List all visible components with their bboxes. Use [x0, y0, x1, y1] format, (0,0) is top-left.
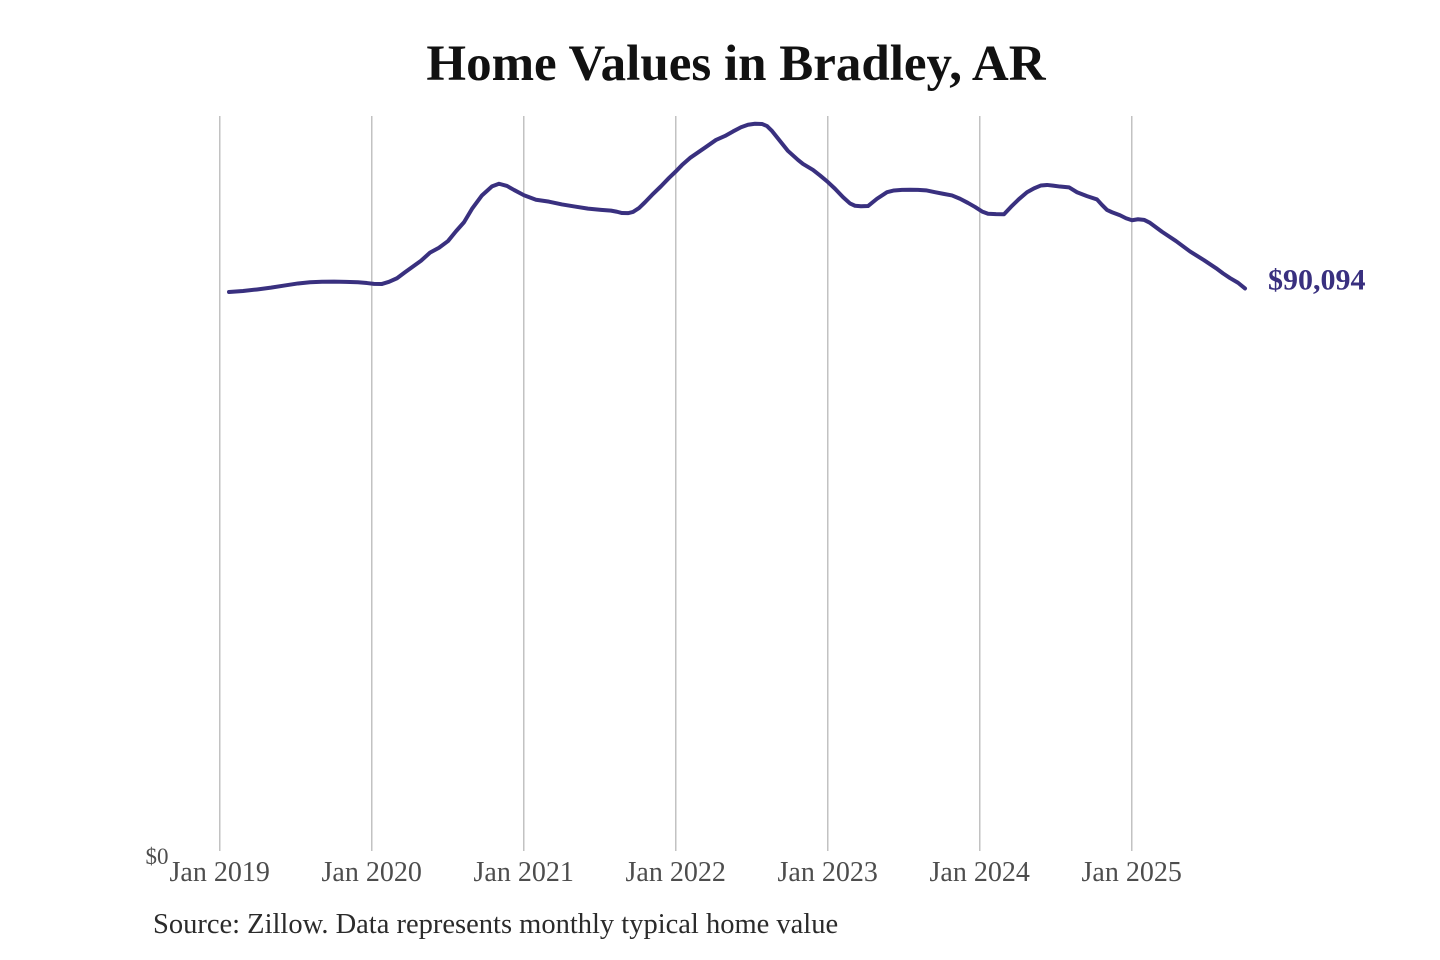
svg-text:Jan 2020: Jan 2020 — [322, 857, 422, 888]
svg-text:Jan 2022: Jan 2022 — [626, 857, 726, 888]
svg-text:Jan 2023: Jan 2023 — [778, 857, 878, 888]
svg-text:Jan 2024: Jan 2024 — [930, 857, 1030, 888]
svg-text:Home Values in Bradley, AR: Home Values in Bradley, AR — [426, 36, 1046, 92]
svg-text:$0: $0 — [146, 844, 169, 869]
svg-text:Jan 2025: Jan 2025 — [1082, 857, 1182, 888]
svg-text:Jan 2021: Jan 2021 — [474, 857, 574, 888]
svg-text:Jan 2019: Jan 2019 — [170, 857, 270, 888]
svg-text:$90,094: $90,094 — [1268, 264, 1366, 297]
svg-text:Source: Zillow. Data represent: Source: Zillow. Data represents monthly … — [153, 909, 838, 940]
